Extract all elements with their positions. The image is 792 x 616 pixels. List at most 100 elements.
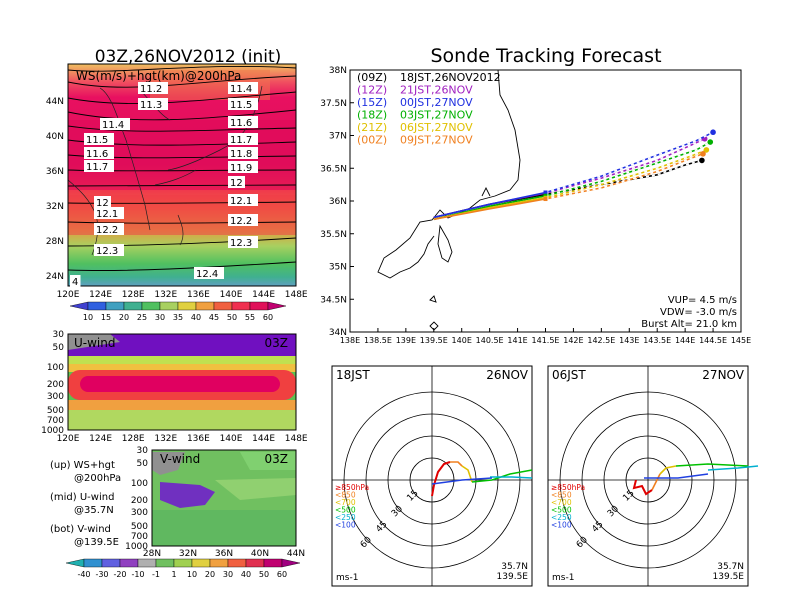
hgt-label: 11.9 <box>230 163 252 174</box>
v-colorbar-label: 40 <box>241 570 251 579</box>
u-pressure-tick: 300 <box>47 392 64 402</box>
v-colorbar-swatch <box>209 558 229 568</box>
v-pressure-tick: 300 <box>131 508 148 518</box>
hodo-loc-lat: 35.7N <box>717 562 744 572</box>
hgt-label: 4 <box>72 277 78 288</box>
hodo-layer-label: ≥850hPa <box>335 483 369 492</box>
launch-tag-1: (12Z) <box>357 84 387 97</box>
hgt-label: 12.3 <box>230 238 252 249</box>
track-lon-tick: 141.5E <box>532 336 560 345</box>
track-burst-marker-5 <box>543 197 548 202</box>
hgt-label: 12.2 <box>96 225 118 236</box>
ws-colorbar-swatch <box>123 301 143 311</box>
hodo-layer-label: <250 <box>551 513 572 522</box>
hodo-trace-2 <box>659 465 677 475</box>
map-lon-ticks: 120E 124E 128E 132E 136E 140E 144E 148E <box>57 290 308 300</box>
map-lon-tick: 136E <box>187 290 210 300</box>
v-colorbar-swatch <box>101 558 121 568</box>
hgt-label-bg <box>94 223 124 235</box>
track-line-dash-2 <box>545 131 714 194</box>
v-pressure-tick: 50 <box>137 459 149 469</box>
v-colorbar-swatch <box>137 558 157 568</box>
ws-colorbar-swatch <box>177 301 197 311</box>
hgt-label: 11.5 <box>230 100 252 111</box>
v-colorbar-swatch <box>281 558 301 568</box>
hodo-time: 06JST <box>552 368 586 382</box>
ws-colorbar-swatch <box>105 301 125 311</box>
track-lat-tick: 35N <box>329 263 347 273</box>
ws-colorbar-label: 15 <box>101 313 111 322</box>
u-lon-tick: 136E <box>187 434 210 444</box>
track-lon-tick: 141E <box>507 336 527 345</box>
track-lat-tick: 38N <box>329 66 347 76</box>
hgt-label: 12.3 <box>96 246 118 257</box>
ws-colorbar-label: 50 <box>227 313 237 322</box>
ws-colorbar-label: 20 <box>119 313 129 322</box>
param-vup: VUP= 4.5 m/s <box>668 295 737 306</box>
track-lat-tick: 36.5N <box>320 164 347 174</box>
launch-time-5: 09JST,27NOV <box>400 134 473 147</box>
u-lon-tick: 124E <box>89 434 112 444</box>
track-endpoint-0 <box>699 157 705 164</box>
hgt-label-bg <box>138 98 168 110</box>
track-endpoint-4 <box>703 147 710 153</box>
ws-colorbar-label: 55 <box>245 313 255 322</box>
hgt-label-bg <box>228 147 258 159</box>
v-colorbar-swatch <box>245 558 265 568</box>
track-lat-ticks: 38N 37.5N 37N 36.5N 36N 35.5N 35N 34.5N 34N <box>320 66 354 338</box>
u-pressure-tick: 50 <box>53 343 65 353</box>
hodo-layer-label: <850 <box>551 491 572 500</box>
launch-time-0: 18JST,26NOV2012 <box>400 71 501 84</box>
hodo-trace-2 <box>461 465 473 483</box>
track-lon-tick: 145E <box>731 336 751 345</box>
v-lat-tick: 40N <box>251 549 269 559</box>
hgt-label-bg <box>100 118 130 130</box>
ws-colorbar: 10 15 20 25 30 35 40 45 50 55 60 <box>69 301 287 322</box>
hgt-label: 11.4 <box>102 120 124 131</box>
hodo-date: 27NOV <box>702 368 744 382</box>
hodo-trace-5 <box>431 477 493 485</box>
track-line-dash-0 <box>545 159 703 196</box>
map-lon-tick: 132E <box>154 290 177 300</box>
hgt-label-bg <box>94 207 124 219</box>
u-wind-time: 03Z <box>265 336 289 350</box>
hgt-label-bg <box>228 214 258 226</box>
launch-time-1: 21JST,26NOV <box>400 84 473 97</box>
v-colorbar-label: 50 <box>259 570 269 579</box>
hgt-label: 11.5 <box>86 135 108 146</box>
ws-colorbar-label: 25 <box>137 313 147 322</box>
v-lat-tick: 44N <box>287 549 305 559</box>
u-lon-ticks: 120E 124E 128E 132E 136E 140E 144E 148E <box>57 434 308 444</box>
launch-time-2: 00JST,27NOV <box>400 96 473 109</box>
v-colorbar: -40 -30 -20 -10 -1 1 10 20 30 40 50 60 <box>65 558 301 579</box>
ws-colorbar-label: 40 <box>191 313 201 322</box>
hodo-layer-label: <850 <box>335 491 356 500</box>
ws-colorbar-swatch <box>87 301 107 311</box>
hgt-label-bg <box>228 236 258 248</box>
v-pressure-tick: 100 <box>131 479 148 489</box>
ws-colorbar-label: 45 <box>209 313 219 322</box>
ws-map: WS(m/s)+hgt(km)@200hPa 11.211.311.411.41… <box>46 63 308 322</box>
hodo-trace-0 <box>431 461 451 497</box>
hodo-layer-label: <250 <box>335 513 356 522</box>
hgt-label: 11.7 <box>230 135 252 146</box>
hgt-label-bg <box>228 161 258 173</box>
hodo-trace-4 <box>707 465 759 471</box>
hgt-label-bg <box>228 82 258 94</box>
v-lat-tick: 36N <box>215 549 233 559</box>
track-line-dash-5 <box>545 153 704 200</box>
hodo-layer-label: <500 <box>335 506 356 515</box>
map-lat-tick: 44N <box>46 97 64 107</box>
hgt-label-bg <box>228 194 258 206</box>
track-lon-ticks: 138E 138.5E 139E 139.5E 140E 140.5E 141E 141.5E… <box>340 328 751 345</box>
hgt-label-bg <box>70 275 81 287</box>
u-pressure-tick: 100 <box>47 363 64 373</box>
v-colorbar-label: -10 <box>131 570 144 579</box>
v-colorbar-swatch <box>263 558 283 568</box>
hgt-label-bg <box>94 244 124 256</box>
map-lat-tick: 28N <box>46 237 64 247</box>
ws-colorbar-label: 10 <box>83 313 93 322</box>
v-colorbar-swatch <box>191 558 211 568</box>
v-lat-tick: 28N <box>143 549 161 559</box>
map-lon-tick: 140E <box>220 290 243 300</box>
